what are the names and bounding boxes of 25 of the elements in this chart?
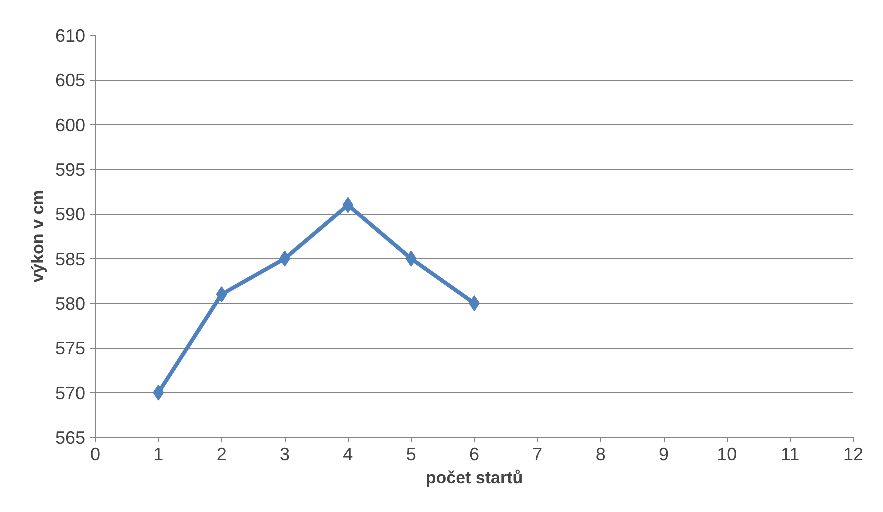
- x-axis-title: počet startů: [426, 468, 524, 488]
- x-tick-label: 0: [90, 444, 101, 464]
- y-tick-label: 600: [55, 115, 86, 136]
- x-tick-label: 11: [780, 444, 800, 464]
- y-tick-label: 580: [55, 294, 86, 314]
- x-tick-label: 3: [280, 444, 290, 464]
- y-tick-label: 590: [55, 204, 86, 225]
- y-axis-title: výkon v cm: [28, 190, 48, 283]
- x-tick-label: 2: [216, 444, 227, 464]
- y-tick-label: 575: [55, 338, 86, 359]
- x-tick-label: 12: [843, 444, 864, 464]
- y-tick-label: 595: [55, 160, 86, 180]
- y-tick-label: 610: [55, 26, 86, 46]
- x-tick-label: 9: [658, 444, 670, 464]
- x-tick-label: 1: [154, 444, 164, 464]
- y-tick-label: 585: [55, 249, 86, 270]
- x-tick-label: 5: [406, 444, 416, 464]
- x-tick-label: 10: [717, 444, 738, 464]
- y-tick-label: 565: [55, 428, 86, 448]
- y-tick-label: 570: [55, 383, 86, 404]
- x-tick-label: 8: [596, 444, 606, 464]
- x-tick-label: 6: [469, 444, 480, 464]
- x-tick-label: 4: [343, 444, 354, 464]
- x-tick-label: 7: [532, 444, 543, 464]
- y-tick-label: 605: [55, 70, 86, 91]
